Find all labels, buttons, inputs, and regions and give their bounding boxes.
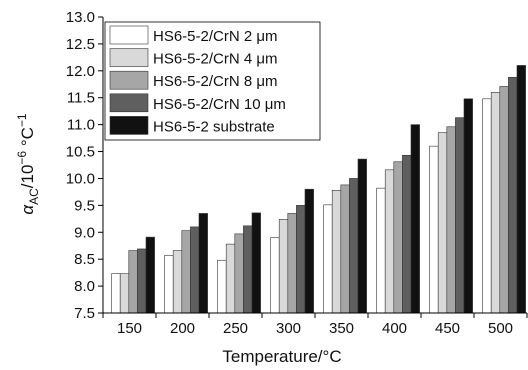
bar-400-series-5: [410, 124, 420, 314]
bar-200-series-2: [172, 250, 183, 314]
legend-swatch: [109, 116, 149, 135]
bar-500-series-4: [508, 76, 518, 314]
y-tick-label: 9.0: [74, 224, 95, 241]
bar-350-series-1: [323, 204, 333, 314]
legend-label: HS6-5-2 substrate: [153, 118, 275, 135]
x-tick-label: 300: [276, 320, 301, 337]
bar-300-series-5: [304, 188, 314, 314]
bar-350-series-3: [340, 184, 350, 314]
bar-500-series-3: [499, 86, 509, 314]
legend-swatch: [109, 93, 149, 113]
y-tick-label: 12.5: [66, 36, 95, 53]
x-tick-label: 150: [117, 320, 142, 337]
x-tick-label: 250: [223, 320, 248, 337]
bar-450-series-3: [446, 126, 456, 314]
bar-250-series-4: [243, 225, 253, 314]
y-tick-label: 12.0: [66, 63, 95, 80]
y-tick-label: 10.5: [66, 144, 95, 161]
bar-250-series-5: [251, 212, 261, 314]
legend-label: HS6-5-2/CrN 2 μm: [153, 28, 278, 45]
bar-350-series-4: [349, 178, 359, 314]
bar-250-series-1: [217, 259, 227, 314]
bar-400-series-4: [402, 155, 412, 314]
bar-350-series-5: [357, 158, 367, 314]
y-axis-unit: °C: [18, 127, 37, 151]
x-tick-label: 500: [488, 320, 513, 337]
bar-400-series-1: [376, 187, 386, 314]
x-axis-title: Temperature/°C: [222, 347, 341, 366]
bar-450-series-1: [429, 145, 439, 314]
bar-200-series-3: [181, 230, 191, 314]
bar-300-series-4: [296, 205, 306, 314]
bar-500-series-1: [482, 98, 492, 314]
legend: HS6-5-2/CrN 2 μm HS6-5-2/CrN 4 μm HS6-5-2/…: [104, 21, 321, 141]
y-axis-mid: /10: [18, 165, 37, 189]
y-tick-label: 9.5: [74, 197, 95, 214]
bar-150-series-3: [128, 250, 138, 314]
x-tick-label: 450: [435, 320, 460, 337]
bar-450-series-2: [437, 132, 448, 314]
bar-150-series-5: [145, 236, 155, 314]
bar-150-series-1: [111, 273, 121, 314]
y-axis-exponent-1: −6: [15, 151, 29, 165]
y-tick-label: 8.5: [74, 251, 95, 268]
bar-300-series-3: [287, 213, 297, 314]
legend-swatch: [109, 70, 149, 90]
bar-300-series-1: [270, 237, 280, 314]
legend-label: HS6-5-2/CrN 10 μm: [153, 96, 286, 113]
bar-150-series-4: [137, 248, 147, 314]
bar-150-series-2: [119, 273, 130, 314]
y-tick-label: 11.0: [67, 117, 95, 134]
x-tick-label: 350: [329, 320, 354, 337]
legend-swatch: [109, 48, 149, 67]
bar-200-series-1: [164, 255, 174, 314]
y-tick-label: 7.5: [74, 305, 95, 322]
y-tick-label: 13.0: [66, 9, 95, 26]
y-axis-title: αAC/10−6 °C−1: [15, 113, 41, 215]
bar-500-series-5: [516, 65, 526, 314]
x-tick-label: 200: [170, 320, 195, 337]
legend-swatch: [109, 25, 149, 45]
y-axis-symbol: α: [18, 204, 37, 215]
y-tick-label: 10.0: [66, 170, 95, 187]
bar-450-series-5: [463, 98, 473, 314]
bar-300-series-2: [278, 219, 289, 314]
bar-500-series-2: [490, 92, 501, 314]
bar-400-series-3: [393, 161, 403, 314]
bar-400-series-2: [384, 169, 395, 314]
y-axis-exponent-2: −1: [15, 113, 29, 127]
y-tick-label: 11.5: [67, 90, 95, 107]
bar-350-series-2: [331, 189, 342, 314]
ticks-layer: 7.5 8.0 8.5 9.0 9.5 10.0 10.5 11.0 11.5 12.0 12.5 1…: [66, 9, 528, 337]
y-axis-subscript: AC: [27, 188, 41, 205]
bars-layer: [111, 65, 526, 314]
x-tick-label: 400: [382, 320, 407, 337]
legend-label: HS6-5-2/CrN 8 μm: [153, 73, 278, 90]
bar-200-series-5: [198, 213, 208, 314]
bar-200-series-4: [190, 226, 200, 314]
bar-450-series-4: [455, 117, 465, 314]
bar-250-series-2: [225, 243, 236, 314]
bar-250-series-3: [234, 233, 244, 314]
y-tick-label: 8.0: [74, 278, 95, 295]
legend-label: HS6-5-2/CrN 4 μm: [153, 51, 278, 68]
